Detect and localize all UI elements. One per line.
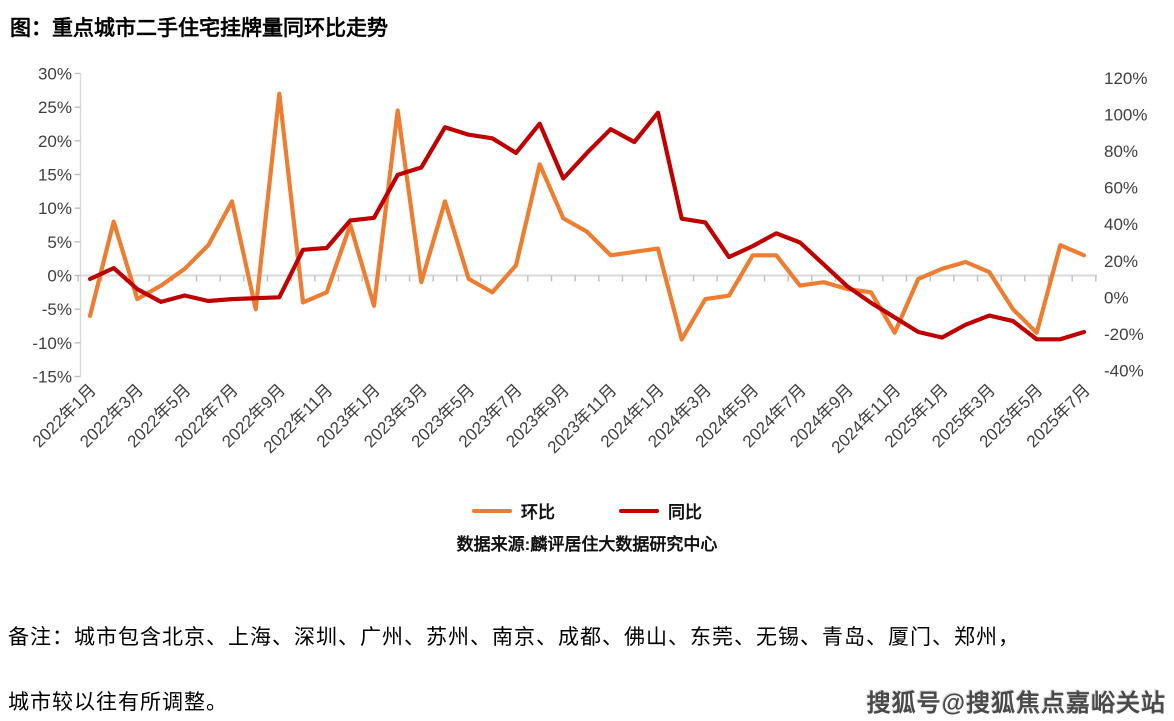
chart-legend: 环比 同比	[0, 498, 1174, 523]
svg-text:10%: 10%	[38, 199, 72, 218]
right-axis: 120% 100% 80% 60% 40% 20% 0% -20% -40%	[1104, 69, 1147, 380]
svg-text:-10%: -10%	[32, 334, 72, 353]
svg-text:100%: 100%	[1104, 106, 1147, 125]
legend-label-yoy: 同比	[668, 503, 702, 522]
mom-line-swatch	[472, 508, 512, 513]
x-axis-labels: 2022年1月2022年3月2022年5月2022年7月2022年9月2022年…	[29, 380, 1094, 457]
legend-item-mom: 环比	[472, 498, 555, 523]
svg-text:15%: 15%	[38, 166, 72, 185]
legend-label-mom: 环比	[521, 503, 555, 522]
svg-text:30%: 30%	[38, 65, 72, 84]
svg-text:25%: 25%	[38, 98, 72, 117]
svg-text:5%: 5%	[47, 233, 72, 252]
svg-text:0%: 0%	[1104, 288, 1129, 307]
yoy-line	[87, 110, 1087, 342]
x-axis	[77, 274, 1097, 282]
svg-text:-40%: -40%	[1104, 361, 1144, 380]
svg-text:-20%: -20%	[1104, 325, 1144, 344]
footnote-line-1: 备注：城市包含北京、上海、深圳、广州、苏州、南京、成都、佛山、东莞、无锡、青岛、…	[8, 625, 1020, 649]
mom-line	[87, 91, 1087, 342]
svg-text:80%: 80%	[1104, 142, 1138, 161]
watermark-text: 搜狐号@搜狐焦点嘉峪关站	[866, 690, 1166, 717]
svg-text:-15%: -15%	[32, 368, 72, 387]
footnote-line-2: 城市较以往有所调整。	[8, 690, 228, 714]
data-source-caption: 数据来源:麟评居住大数据研究中心	[456, 535, 718, 554]
yoy-line-swatch	[619, 508, 659, 513]
svg-text:20%: 20%	[38, 132, 72, 151]
line-chart: 30% 25% 20% 15% 10% 5% 0% -5% -10% -15% 120% 100% 80…	[29, 65, 1148, 458]
svg-text:-5%: -5%	[42, 300, 72, 319]
svg-text:120%: 120%	[1104, 69, 1147, 88]
svg-text:20%: 20%	[1104, 252, 1138, 271]
legend-item-yoy: 同比	[619, 498, 702, 523]
chart-title: 图：重点城市二手住宅挂牌量同环比走势	[10, 17, 388, 40]
svg-text:60%: 60%	[1104, 179, 1138, 198]
left-axis: 30% 25% 20% 15% 10% 5% 0% -5% -10% -15%	[32, 65, 82, 387]
svg-text:0%: 0%	[47, 267, 72, 286]
svg-text:40%: 40%	[1104, 215, 1138, 234]
